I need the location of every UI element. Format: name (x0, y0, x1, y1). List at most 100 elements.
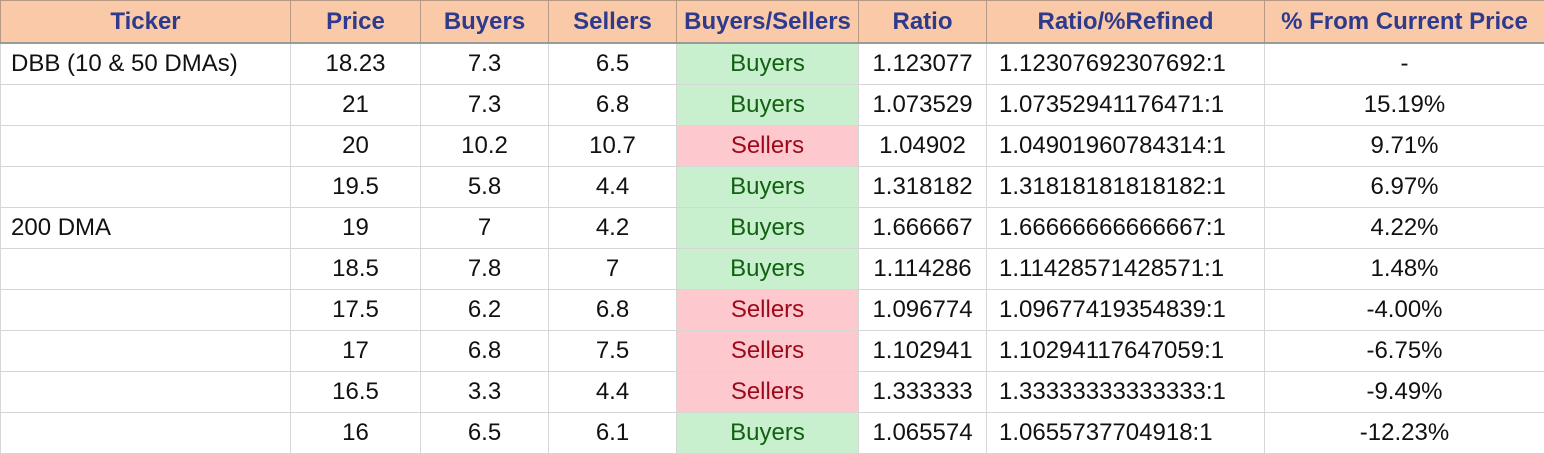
cell-sellers[interactable]: 4.2 (549, 208, 677, 249)
cell-buyers[interactable]: 7.3 (421, 85, 549, 126)
cell-ticker[interactable] (1, 167, 291, 208)
cell-price[interactable]: 16.5 (291, 372, 421, 413)
cell-sellers[interactable]: 4.4 (549, 372, 677, 413)
cell-buyers-sellers[interactable]: Sellers (677, 290, 859, 331)
cell-ratio-refined[interactable]: 1.33333333333333:1 (987, 372, 1265, 413)
cell-pct-from-price[interactable]: -12.23% (1265, 413, 1544, 454)
cell-ratio-refined[interactable]: 1.07352941176471:1 (987, 85, 1265, 126)
cell-pct-from-price[interactable]: - (1265, 43, 1544, 85)
cell-ticker[interactable]: 200 DMA (1, 208, 291, 249)
cell-buyers[interactable]: 6.8 (421, 331, 549, 372)
cell-buyers-sellers[interactable]: Sellers (677, 372, 859, 413)
header-pct-from-price[interactable]: % From Current Price (1265, 1, 1544, 44)
cell-ratio-refined[interactable]: 1.11428571428571:1 (987, 249, 1265, 290)
cell-price[interactable]: 18.5 (291, 249, 421, 290)
cell-buyers-sellers[interactable]: Buyers (677, 208, 859, 249)
cell-ratio[interactable]: 1.666667 (859, 208, 987, 249)
cell-pct-from-price[interactable]: -9.49% (1265, 372, 1544, 413)
cell-ratio-refined[interactable]: 1.31818181818182:1 (987, 167, 1265, 208)
cell-sellers[interactable]: 7.5 (549, 331, 677, 372)
cell-ratio[interactable]: 1.333333 (859, 372, 987, 413)
table-header: Ticker Price Buyers Sellers Buyers/Selle… (1, 1, 1544, 44)
header-ratio-refined[interactable]: Ratio/%Refined (987, 1, 1265, 44)
cell-price[interactable]: 17.5 (291, 290, 421, 331)
cell-sellers[interactable]: 10.7 (549, 126, 677, 167)
cell-pct-from-price[interactable]: 6.97% (1265, 167, 1544, 208)
cell-sellers[interactable]: 6.1 (549, 413, 677, 454)
table-row: 200 DMA 19 7 4.2 Buyers 1.666667 1.66666… (1, 208, 1544, 249)
cell-price[interactable]: 21 (291, 85, 421, 126)
cell-pct-from-price[interactable]: 9.71% (1265, 126, 1544, 167)
cell-ticker[interactable] (1, 331, 291, 372)
cell-ticker[interactable] (1, 413, 291, 454)
cell-ratio-refined[interactable]: 1.66666666666667:1 (987, 208, 1265, 249)
cell-ticker[interactable] (1, 290, 291, 331)
cell-ratio[interactable]: 1.318182 (859, 167, 987, 208)
cell-buyers[interactable]: 7.3 (421, 43, 549, 85)
table-row: 19.5 5.8 4.4 Buyers 1.318182 1.318181818… (1, 167, 1544, 208)
table-row: 16 6.5 6.1 Buyers 1.065574 1.06557377049… (1, 413, 1544, 454)
table-row: 18.5 7.8 7 Buyers 1.114286 1.11428571428… (1, 249, 1544, 290)
cell-ratio[interactable]: 1.123077 (859, 43, 987, 85)
header-sellers[interactable]: Sellers (549, 1, 677, 44)
cell-ratio-refined[interactable]: 1.10294117647059:1 (987, 331, 1265, 372)
table-row: 17.5 6.2 6.8 Sellers 1.096774 1.09677419… (1, 290, 1544, 331)
table-row: 16.5 3.3 4.4 Sellers 1.333333 1.33333333… (1, 372, 1544, 413)
cell-price[interactable]: 17 (291, 331, 421, 372)
header-row: Ticker Price Buyers Sellers Buyers/Selle… (1, 1, 1544, 44)
cell-sellers[interactable]: 7 (549, 249, 677, 290)
cell-sellers[interactable]: 4.4 (549, 167, 677, 208)
table-body: DBB (10 & 50 DMAs) 18.23 7.3 6.5 Buyers … (1, 43, 1544, 454)
cell-buyers[interactable]: 10.2 (421, 126, 549, 167)
header-price[interactable]: Price (291, 1, 421, 44)
cell-sellers[interactable]: 6.8 (549, 85, 677, 126)
header-buyers[interactable]: Buyers (421, 1, 549, 44)
cell-price[interactable]: 20 (291, 126, 421, 167)
cell-ticker[interactable]: DBB (10 & 50 DMAs) (1, 43, 291, 85)
cell-buyers-sellers[interactable]: Sellers (677, 126, 859, 167)
cell-ticker[interactable] (1, 372, 291, 413)
cell-ratio[interactable]: 1.102941 (859, 331, 987, 372)
cell-sellers[interactable]: 6.5 (549, 43, 677, 85)
cell-ratio[interactable]: 1.073529 (859, 85, 987, 126)
cell-ratio[interactable]: 1.114286 (859, 249, 987, 290)
table-row: 20 10.2 10.7 Sellers 1.04902 1.049019607… (1, 126, 1544, 167)
cell-buyers[interactable]: 6.2 (421, 290, 549, 331)
cell-pct-from-price[interactable]: 4.22% (1265, 208, 1544, 249)
cell-buyers[interactable]: 6.5 (421, 413, 549, 454)
cell-price[interactable]: 16 (291, 413, 421, 454)
cell-buyers-sellers[interactable]: Buyers (677, 249, 859, 290)
cell-ratio[interactable]: 1.065574 (859, 413, 987, 454)
cell-buyers[interactable]: 7 (421, 208, 549, 249)
cell-buyers-sellers[interactable]: Buyers (677, 85, 859, 126)
cell-pct-from-price[interactable]: -4.00% (1265, 290, 1544, 331)
cell-buyers-sellers[interactable]: Sellers (677, 331, 859, 372)
cell-pct-from-price[interactable]: 15.19% (1265, 85, 1544, 126)
cell-buyers-sellers[interactable]: Buyers (677, 167, 859, 208)
cell-pct-from-price[interactable]: -6.75% (1265, 331, 1544, 372)
cell-buyers[interactable]: 7.8 (421, 249, 549, 290)
cell-ratio-refined[interactable]: 1.12307692307692:1 (987, 43, 1265, 85)
cell-ratio[interactable]: 1.096774 (859, 290, 987, 331)
cell-buyers-sellers[interactable]: Buyers (677, 43, 859, 85)
cell-buyers[interactable]: 5.8 (421, 167, 549, 208)
cell-ratio-refined[interactable]: 1.09677419354839:1 (987, 290, 1265, 331)
cell-price[interactable]: 18.23 (291, 43, 421, 85)
cell-ticker[interactable] (1, 85, 291, 126)
header-ratio[interactable]: Ratio (859, 1, 987, 44)
cell-price[interactable]: 19.5 (291, 167, 421, 208)
cell-ticker[interactable] (1, 126, 291, 167)
cell-ratio[interactable]: 1.04902 (859, 126, 987, 167)
cell-sellers[interactable]: 6.8 (549, 290, 677, 331)
header-ticker[interactable]: Ticker (1, 1, 291, 44)
cell-buyers[interactable]: 3.3 (421, 372, 549, 413)
header-buyers-sellers[interactable]: Buyers/Sellers (677, 1, 859, 44)
cell-buyers-sellers[interactable]: Buyers (677, 413, 859, 454)
cell-ticker[interactable] (1, 249, 291, 290)
table-row: 21 7.3 6.8 Buyers 1.073529 1.07352941176… (1, 85, 1544, 126)
cell-ratio-refined[interactable]: 1.0655737704918:1 (987, 413, 1265, 454)
cell-price[interactable]: 19 (291, 208, 421, 249)
cell-pct-from-price[interactable]: 1.48% (1265, 249, 1544, 290)
cell-ratio-refined[interactable]: 1.04901960784314:1 (987, 126, 1265, 167)
